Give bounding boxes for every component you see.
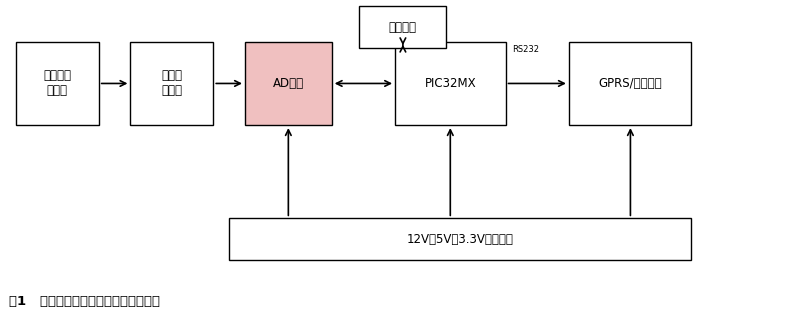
Text: RS232: RS232 (512, 45, 539, 54)
Text: 雷达物位
传感器: 雷达物位 传感器 (43, 69, 71, 98)
FancyBboxPatch shape (359, 6, 446, 48)
FancyBboxPatch shape (395, 42, 506, 125)
Text: 图1   电磁波泥水位监测系统监测原理图: 图1 电磁波泥水位监测系统监测原理图 (9, 295, 160, 308)
FancyBboxPatch shape (569, 42, 691, 125)
FancyBboxPatch shape (16, 42, 99, 125)
Text: AD采样: AD采样 (273, 77, 304, 90)
Text: 本地存储: 本地存储 (389, 21, 417, 34)
Text: 12V、5V、3.3V供电电路: 12V、5V、3.3V供电电路 (407, 233, 514, 246)
Text: 信号调
理电路: 信号调 理电路 (161, 69, 182, 98)
Text: GPRS/北斗传输: GPRS/北斗传输 (598, 77, 662, 90)
FancyBboxPatch shape (229, 218, 691, 260)
FancyBboxPatch shape (245, 42, 332, 125)
Text: PIC32MX: PIC32MX (424, 77, 476, 90)
FancyBboxPatch shape (130, 42, 213, 125)
